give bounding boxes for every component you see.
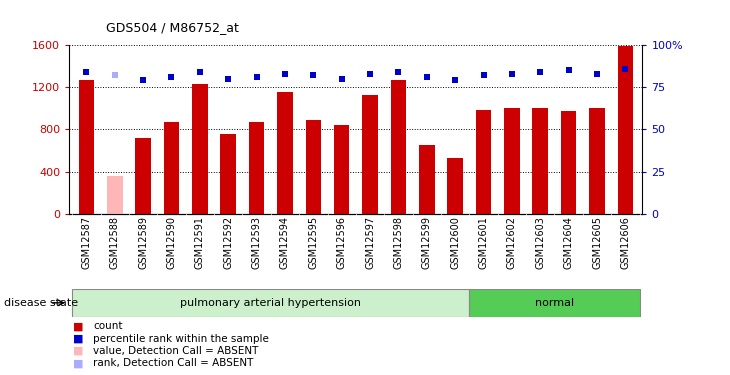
Text: rank, Detection Call = ABSENT: rank, Detection Call = ABSENT <box>93 358 254 368</box>
Bar <box>306 120 321 214</box>
Text: ■: ■ <box>73 358 83 368</box>
Text: pulmonary arterial hypertension: pulmonary arterial hypertension <box>180 298 361 308</box>
Text: GSM12590: GSM12590 <box>166 216 177 269</box>
Text: GSM12589: GSM12589 <box>138 216 148 269</box>
Text: GSM12596: GSM12596 <box>337 216 347 269</box>
Bar <box>504 108 520 214</box>
Text: disease state: disease state <box>4 298 78 308</box>
Text: count: count <box>93 321 123 331</box>
Text: GSM12593: GSM12593 <box>252 216 261 269</box>
Bar <box>135 138 151 214</box>
Text: ■: ■ <box>73 321 83 331</box>
Bar <box>277 93 293 214</box>
Text: GSM12600: GSM12600 <box>450 216 460 269</box>
Text: GDS504 / M86752_at: GDS504 / M86752_at <box>106 21 239 34</box>
Text: percentile rank within the sample: percentile rank within the sample <box>93 334 269 344</box>
Text: GSM12599: GSM12599 <box>422 216 432 269</box>
Bar <box>419 145 434 214</box>
Text: ■: ■ <box>73 346 83 356</box>
Bar <box>362 94 378 214</box>
Bar <box>532 108 548 214</box>
Bar <box>476 110 491 214</box>
Bar <box>192 84 207 214</box>
Bar <box>334 125 350 214</box>
Bar <box>589 108 605 214</box>
Text: normal: normal <box>535 298 574 308</box>
Text: GSM12588: GSM12588 <box>110 216 120 269</box>
Bar <box>79 80 94 214</box>
Text: GSM12595: GSM12595 <box>308 216 318 269</box>
Bar <box>391 80 406 214</box>
Text: GSM12602: GSM12602 <box>507 216 517 269</box>
Text: GSM12605: GSM12605 <box>592 216 602 269</box>
Text: GSM12603: GSM12603 <box>535 216 545 269</box>
Text: GSM12598: GSM12598 <box>393 216 404 269</box>
Text: ■: ■ <box>73 334 83 344</box>
Text: GSM12594: GSM12594 <box>280 216 290 269</box>
Bar <box>220 134 236 214</box>
Bar <box>249 122 264 214</box>
Text: GSM12604: GSM12604 <box>564 216 574 269</box>
Text: GSM12587: GSM12587 <box>81 216 91 269</box>
Bar <box>447 158 463 214</box>
Text: GSM12592: GSM12592 <box>223 216 233 269</box>
Bar <box>561 111 577 214</box>
Text: GSM12606: GSM12606 <box>620 216 631 269</box>
Bar <box>72 289 469 317</box>
Text: GSM12601: GSM12601 <box>479 216 488 269</box>
Text: GSM12591: GSM12591 <box>195 216 205 269</box>
Bar <box>618 46 633 214</box>
Bar <box>107 176 123 214</box>
Bar <box>469 289 639 317</box>
Text: value, Detection Call = ABSENT: value, Detection Call = ABSENT <box>93 346 259 356</box>
Text: GSM12597: GSM12597 <box>365 216 375 269</box>
Bar <box>164 122 180 214</box>
